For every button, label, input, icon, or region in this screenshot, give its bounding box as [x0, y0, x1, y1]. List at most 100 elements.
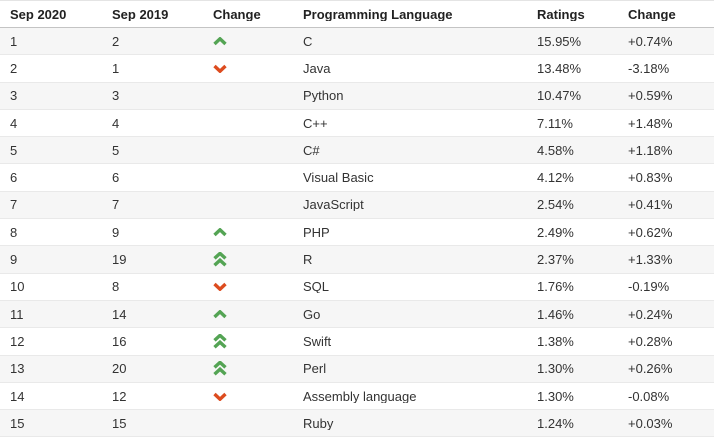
table-header-row: Sep 2020 Sep 2019 Change Programming Lan… — [0, 0, 714, 28]
rank-2020-cell: 14 — [10, 389, 25, 403]
rank-2019-cell: 7 — [112, 198, 120, 212]
ratings-cell: 1.38% — [537, 334, 574, 348]
rank-2020-cell: 2 — [10, 61, 18, 75]
change-cell — [203, 333, 293, 349]
change-cell — [203, 227, 293, 237]
change-cell — [203, 64, 293, 73]
language-cell: C++ — [303, 116, 328, 130]
column-header-change-pct: Change — [628, 7, 676, 21]
rank-2020-cell: 9 — [10, 253, 18, 267]
column-header-programming-language: Programming Language — [303, 7, 453, 21]
change-pct-cell: +0.24% — [628, 307, 673, 321]
rank-2019-cell: 19 — [112, 253, 127, 267]
language-cell: Swift — [303, 334, 332, 348]
change-up-icon — [213, 227, 227, 236]
ratings-cell: 1.24% — [537, 416, 574, 430]
rank-2019-cell: 1 — [112, 61, 120, 75]
rank-2019-cell: 20 — [112, 362, 127, 376]
rank-2020-cell: 5 — [10, 143, 18, 157]
language-cell: Assembly language — [303, 389, 417, 403]
change-cell — [203, 392, 293, 401]
rank-2019-cell: 8 — [112, 280, 120, 294]
rank-2020-cell: 15 — [10, 416, 25, 430]
change-up-icon — [213, 309, 227, 318]
change-pct-cell: -0.08% — [628, 389, 670, 403]
change-pct-cell: +0.59% — [628, 89, 673, 103]
change-cell — [203, 309, 293, 319]
rank-2020-cell: 3 — [10, 89, 18, 103]
language-cell: Perl — [303, 362, 327, 376]
change-down-icon — [213, 392, 227, 401]
ratings-cell: 4.12% — [537, 171, 574, 185]
rank-2020-cell: 8 — [10, 225, 18, 239]
change-down-icon — [213, 283, 227, 292]
column-header-change: Change — [213, 7, 261, 21]
change-pct-cell: +0.03% — [628, 416, 673, 430]
ratings-cell: 10.47% — [537, 89, 582, 103]
table-row: 15 15 Ruby 1.24% +0.03% — [0, 410, 714, 438]
ratings-cell: 2.54% — [537, 198, 574, 212]
ratings-cell: 2.37% — [537, 253, 574, 267]
table-row: 2 1 Java 13.48% -3.18% — [0, 55, 714, 83]
language-cell: C — [303, 34, 313, 48]
ratings-cell: 1.30% — [537, 362, 574, 376]
change-pct-cell: +0.74% — [628, 34, 673, 48]
rank-2020-cell: 7 — [10, 198, 18, 212]
rank-2019-cell: 14 — [112, 307, 127, 321]
ratings-cell: 15.95% — [537, 34, 582, 48]
table-row: 5 5 C# 4.58% +1.18% — [0, 137, 714, 165]
table-row: 9 19 R 2.37% +1.33% — [0, 246, 714, 274]
table-row: 3 3 Python 10.47% +0.59% — [0, 82, 714, 110]
rank-2020-cell: 6 — [10, 171, 18, 185]
table-row: 6 6 Visual Basic 4.12% +0.83% — [0, 164, 714, 192]
ratings-cell: 2.49% — [537, 225, 574, 239]
rank-2020-cell: 4 — [10, 116, 18, 130]
change-pct-cell: +1.48% — [628, 116, 673, 130]
ratings-cell: 1.30% — [537, 389, 574, 403]
change-cell — [203, 282, 293, 292]
change-pct-cell: +0.83% — [628, 171, 673, 185]
language-cell: Python — [303, 89, 344, 103]
rank-2019-cell: 15 — [112, 416, 127, 430]
rank-2020-cell: 10 — [10, 280, 25, 294]
rank-2019-cell: 16 — [112, 334, 127, 348]
rank-2020-cell: 11 — [10, 307, 24, 321]
rank-2019-cell: 12 — [112, 389, 127, 403]
language-cell: Java — [303, 61, 331, 75]
ratings-cell: 4.58% — [537, 143, 574, 157]
ratings-cell: 13.48% — [537, 61, 582, 75]
table-row: 10 8 SQL 1.76% -0.19% — [0, 273, 714, 301]
column-header-ratings: Ratings — [537, 7, 585, 21]
rank-2019-cell: 5 — [112, 143, 120, 157]
change-pct-cell: +0.41% — [628, 198, 673, 212]
language-cell: Visual Basic — [303, 171, 374, 185]
change-up-double-icon — [213, 361, 227, 376]
table-row: 14 12 Assembly language 1.30% -0.08% — [0, 382, 714, 411]
column-header-sep-2020: Sep 2020 — [10, 7, 67, 21]
rank-2019-cell: 9 — [112, 225, 120, 239]
rank-2019-cell: 2 — [112, 34, 120, 48]
language-cell: PHP — [303, 225, 330, 239]
table-row: 8 9 PHP 2.49% +0.62% — [0, 219, 714, 247]
table-body: 1 2 C 15.95% +0.74% 2 1 Java 13.48% -3.18% 3 3 Pytho… — [0, 28, 714, 438]
rank-2019-cell: 4 — [112, 116, 120, 130]
change-cell — [203, 36, 293, 46]
change-pct-cell: +0.26% — [628, 362, 673, 376]
change-cell — [203, 361, 293, 376]
change-pct-cell: -0.19% — [628, 280, 670, 294]
table-row: 11 14 Go 1.46% +0.24% — [0, 300, 714, 329]
change-pct-cell: +0.62% — [628, 225, 673, 239]
table-row: 4 4 C++ 7.11% +1.48% — [0, 109, 714, 138]
table-row: 12 16 Swift 1.38% +0.28% — [0, 328, 714, 356]
ratings-cell: 7.11% — [537, 116, 573, 130]
table-row: 13 20 Perl 1.30% +0.26% — [0, 355, 714, 383]
change-up-double-icon — [213, 333, 227, 349]
language-cell: R — [303, 253, 313, 267]
table-row: 1 2 C 15.95% +0.74% — [0, 28, 714, 56]
rank-2020-cell: 13 — [10, 362, 25, 376]
ratings-cell: 1.76% — [537, 280, 574, 294]
language-cell: Go — [303, 307, 321, 321]
change-pct-cell: -3.18% — [628, 61, 670, 75]
rank-2020-cell: 12 — [10, 334, 25, 348]
